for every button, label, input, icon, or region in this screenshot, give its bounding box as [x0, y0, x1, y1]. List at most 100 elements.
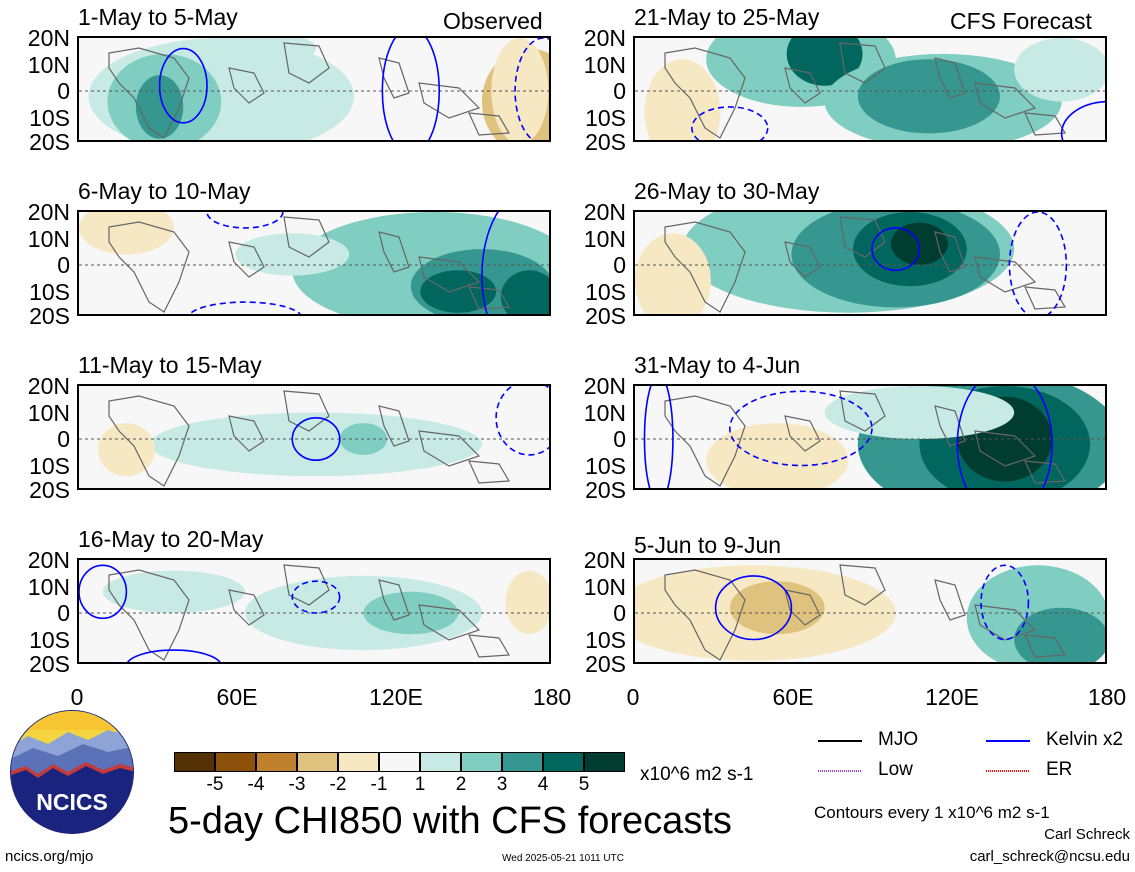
- lat-tick-10n: 10N: [583, 399, 626, 426]
- anomaly-region: [729, 581, 825, 635]
- contour-note: Contours every 1 x10^6 m2 s-1: [814, 803, 1050, 822]
- lat-tick-0: 0: [57, 78, 70, 104]
- colorbar-swatch: [256, 752, 297, 772]
- lat-tick-10s: 10S: [29, 278, 70, 305]
- lat-tick-10s: 10S: [29, 452, 70, 479]
- anomaly-region: [79, 212, 174, 255]
- panel-title-4: 26-May to 30-May: [634, 178, 820, 204]
- lat-tick-10n: 10N: [583, 225, 626, 252]
- anomaly-region: [857, 59, 1000, 134]
- colorbar-swatch: [461, 752, 502, 772]
- map-panel-4: [633, 210, 1107, 316]
- colorbar-label: -2: [329, 774, 347, 795]
- lat-tick-20s: 20S: [29, 303, 70, 329]
- lat-tick-0: 0: [57, 252, 70, 278]
- coastline: [108, 564, 511, 661]
- coastline: [108, 216, 511, 313]
- colorbar-label: -4: [247, 774, 265, 795]
- lat-tick-10n: 10N: [583, 51, 626, 78]
- lat-tick-20n: 20N: [27, 25, 70, 51]
- colorbar-label: -1: [370, 774, 388, 795]
- panel-title-5: 11-May to 15-May: [78, 352, 262, 378]
- lon-tick-60-right: 60E: [772, 684, 814, 710]
- coastline: [664, 564, 1067, 661]
- anomaly-region: [500, 270, 549, 314]
- colorbar-label: -3: [288, 774, 306, 795]
- kelvin-contour: [514, 38, 549, 140]
- kelvin-contour: [126, 649, 221, 662]
- lat-tick-20n: 20N: [27, 199, 70, 225]
- colorbar-units: x10^6 m2 s-1: [640, 764, 754, 785]
- lat-tick-10s: 10S: [585, 104, 626, 131]
- lon-tick-120-right: 120E: [925, 684, 979, 710]
- anomaly-region: [706, 423, 849, 488]
- kelvin-contour: [158, 47, 208, 124]
- anomaly-region: [786, 38, 863, 86]
- panel-title-3: 6-May to 10-May: [78, 178, 251, 204]
- panel-title-2: 21-May to 25-May: [634, 4, 820, 30]
- map-panel-6: [633, 384, 1107, 490]
- lon-tick-180-left: 180: [532, 684, 572, 710]
- kelvin-contour: [1008, 212, 1068, 314]
- ncics-logo: NCICS: [8, 708, 136, 836]
- coastline: [108, 42, 511, 139]
- kelvin-contour: [188, 301, 301, 314]
- lat-tick-20n: 20N: [583, 199, 626, 225]
- lat-tick-20s: 20S: [585, 651, 626, 677]
- colorbar-swatch: [543, 752, 584, 772]
- lat-tick-20s: 20S: [29, 477, 70, 503]
- colorbar-label: -5: [206, 774, 224, 795]
- anomaly-region: [505, 570, 549, 635]
- lat-tick-20n: 20N: [583, 25, 626, 51]
- panel-title-6: 31-May to 4-Jun: [634, 352, 801, 378]
- map-panel-8: [633, 558, 1107, 664]
- lat-tick-10n: 10N: [27, 399, 70, 426]
- colorbar-swatch: [420, 752, 461, 772]
- lat-tick-10s: 10S: [29, 104, 70, 131]
- observed-label: Observed: [443, 8, 543, 34]
- lat-tick-20n: 20N: [27, 547, 70, 573]
- anomaly-region: [97, 423, 155, 477]
- kelvin-contour: [381, 38, 441, 140]
- anomaly-region: [235, 233, 350, 276]
- lat-tick-0: 0: [613, 252, 626, 278]
- lat-tick-20s: 20S: [585, 303, 626, 329]
- lat-tick-0: 0: [613, 426, 626, 452]
- lat-tick-10n: 10N: [27, 225, 70, 252]
- colorbar-label: 1: [414, 774, 426, 795]
- colorbar-swatch: [502, 752, 543, 772]
- credit-author: Carl Schreck: [1044, 826, 1130, 843]
- kelvin-contour: [714, 575, 793, 641]
- anomaly-region: [491, 38, 549, 140]
- lat-tick-0: 0: [613, 600, 626, 626]
- map-panel-7: [77, 558, 551, 664]
- lat-tick-10n: 10N: [27, 573, 70, 600]
- credit-email: carl_schreck@ncsu.edu: [969, 848, 1130, 865]
- kelvin-contour: [643, 386, 674, 488]
- lat-tick-0: 0: [613, 78, 626, 104]
- forecast-label: CFS Forecast: [950, 8, 1092, 34]
- lat-tick-10s: 10S: [585, 278, 626, 305]
- lon-tick-120-left: 120E: [369, 684, 423, 710]
- panel-title-1: 1-May to 5-May: [78, 4, 238, 30]
- map-panel-5: [77, 384, 551, 490]
- colorbar-swatch: [297, 752, 338, 772]
- anomaly-region: [150, 412, 482, 477]
- lat-tick-0: 0: [57, 426, 70, 452]
- lat-tick-10s: 10S: [585, 452, 626, 479]
- legend-mjo: MJO: [878, 729, 919, 750]
- lat-tick-20s: 20S: [585, 129, 626, 155]
- colorbar-label: 3: [496, 774, 508, 795]
- map-panel-3: [77, 210, 551, 316]
- lat-tick-20n: 20N: [583, 547, 626, 573]
- coastline: [108, 390, 511, 487]
- kelvin-contour: [291, 416, 341, 462]
- lat-tick-20n: 20N: [27, 373, 70, 399]
- lat-tick-20s: 20S: [585, 477, 626, 503]
- lon-tick-60-left: 60E: [216, 684, 258, 710]
- lon-tick-0-left: 0: [70, 684, 84, 710]
- wave-legend: MJO Kelvin x2 Low ER: [818, 729, 1123, 789]
- kelvin-contour: [956, 386, 1053, 488]
- colorbar-label: 4: [537, 774, 549, 795]
- kelvin-contour: [1060, 100, 1105, 140]
